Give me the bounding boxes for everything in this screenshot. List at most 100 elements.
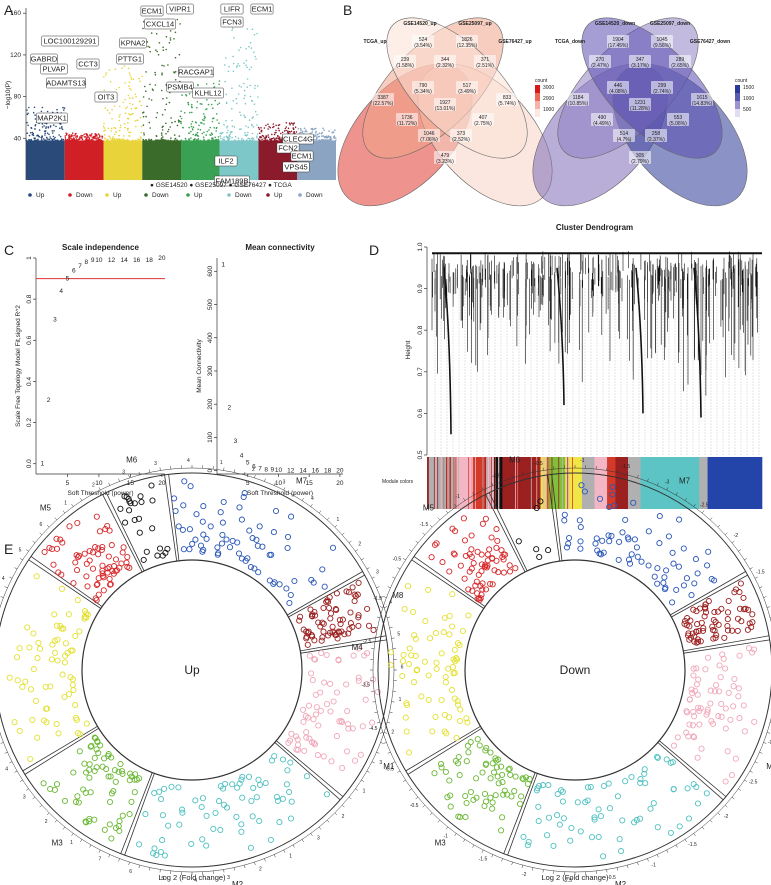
module-point xyxy=(559,798,566,805)
ring-tick xyxy=(149,469,151,473)
venn-region-bg xyxy=(629,55,651,68)
ring-tick xyxy=(656,854,659,858)
ring-tick-label: 2 xyxy=(252,467,255,473)
ring-tick-label: 3 xyxy=(154,461,157,467)
data-point xyxy=(238,65,241,67)
sector-divider xyxy=(102,494,143,573)
module-color-stripe xyxy=(517,457,519,509)
data-point xyxy=(218,102,221,104)
data-point xyxy=(132,78,135,80)
module-point xyxy=(399,673,406,680)
data-point xyxy=(244,134,247,136)
venn-region-pct: (3.23%) xyxy=(436,159,454,165)
data-point xyxy=(115,131,117,133)
venn-set-label: GSE76427_up xyxy=(498,39,531,45)
module-color-stripe xyxy=(437,457,439,509)
module-point xyxy=(457,562,464,569)
data-point xyxy=(37,134,39,137)
module-point xyxy=(250,784,257,791)
venn-region-pct: (14.83%) xyxy=(692,101,713,107)
module-point xyxy=(107,581,114,588)
module-point xyxy=(361,652,368,659)
module-point xyxy=(722,725,729,732)
module-point xyxy=(87,789,94,796)
module-point xyxy=(460,515,467,522)
module-point xyxy=(338,719,346,726)
module-point xyxy=(57,536,64,543)
module-point xyxy=(131,500,138,507)
data-point xyxy=(46,137,48,139)
data-point xyxy=(212,117,214,120)
module-point xyxy=(556,821,563,828)
module-point xyxy=(744,626,751,633)
data-point xyxy=(256,32,258,35)
data-point xyxy=(220,137,222,140)
module-point xyxy=(179,526,186,533)
data-point xyxy=(156,139,159,141)
venn-region-count: 1826 xyxy=(461,37,472,43)
ring-tick xyxy=(379,732,383,734)
module-point xyxy=(463,758,470,765)
module-point xyxy=(65,611,72,618)
point-label: 1 xyxy=(221,262,225,269)
data-point xyxy=(61,128,64,131)
data-point xyxy=(260,129,263,132)
venn-region-bg xyxy=(434,98,456,111)
ring-tick-label: -0.5 xyxy=(410,803,419,809)
data-point xyxy=(192,138,195,141)
data-point xyxy=(142,124,145,126)
module-point xyxy=(95,749,102,757)
ring-tick-label: 7 xyxy=(99,857,102,863)
module-point xyxy=(136,775,143,782)
module-point xyxy=(14,677,21,684)
module-color-block xyxy=(699,457,708,509)
data-point xyxy=(70,139,73,142)
module-point xyxy=(344,748,351,755)
data-point xyxy=(314,127,317,130)
data-point xyxy=(248,45,250,48)
data-point xyxy=(294,126,297,128)
venn-region-bg xyxy=(434,151,456,164)
data-point xyxy=(55,125,57,128)
module-label: M6 xyxy=(509,455,521,464)
venn-region-pct: (11.72%) xyxy=(397,121,417,127)
data-point xyxy=(124,126,126,129)
module-color-stripe xyxy=(433,457,435,509)
module-point xyxy=(714,608,722,615)
module-point xyxy=(606,538,613,545)
module-point xyxy=(86,818,93,825)
module-point xyxy=(291,577,298,585)
ring-tick xyxy=(355,549,358,552)
module-point xyxy=(482,515,489,522)
data-point xyxy=(63,109,65,111)
module-point xyxy=(300,706,307,713)
data-point xyxy=(111,118,113,120)
data-point xyxy=(334,129,336,131)
gene-label: GABRD xyxy=(31,55,58,64)
ring-tick xyxy=(521,865,523,869)
module-point xyxy=(73,567,81,574)
module-point xyxy=(696,721,703,728)
venn-region-bg xyxy=(394,55,416,68)
data-point xyxy=(331,131,334,134)
module-point xyxy=(74,730,82,737)
module-point xyxy=(651,573,658,580)
data-point xyxy=(211,139,213,141)
module-point xyxy=(645,562,652,569)
data-point xyxy=(266,139,269,141)
data-point xyxy=(109,136,111,138)
module-point xyxy=(691,580,698,587)
module-point xyxy=(690,606,697,613)
ring-tick xyxy=(709,819,713,823)
module-point xyxy=(128,773,135,780)
module-colors-label: Module colors xyxy=(382,479,414,485)
legend-marker xyxy=(144,193,148,197)
venn-region-bg xyxy=(629,151,651,164)
module-color-block xyxy=(540,457,549,509)
data-point xyxy=(188,132,190,134)
module-point xyxy=(284,767,291,774)
data-point xyxy=(41,136,43,138)
module-point xyxy=(320,620,327,627)
module-label: M7 xyxy=(679,476,691,485)
point-label: 7 xyxy=(258,465,262,472)
